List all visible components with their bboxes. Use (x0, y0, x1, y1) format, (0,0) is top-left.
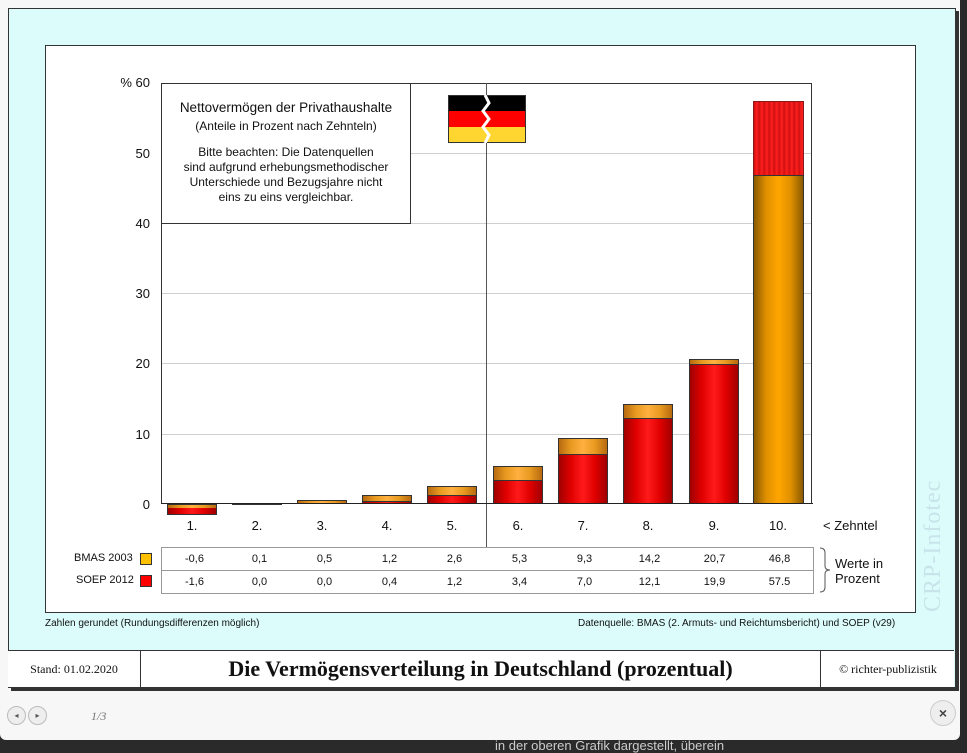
y-tick-30: 30 (135, 286, 150, 301)
x-label: 10. (768, 518, 788, 533)
brace-label: Werte in Prozent (835, 556, 884, 586)
chart-note: Bitte beachten: Die Datenquellen sind au… (183, 145, 389, 204)
footnote-source: Datenquelle: BMAS (2. Armuts- und Reicht… (578, 618, 896, 629)
lightbox: % 60 50 40 30 20 10 0 1. 2. 3. 4. 5. 6. … (0, 0, 960, 740)
close-button[interactable]: × (930, 700, 956, 726)
legend-swatch-bmas (140, 553, 152, 565)
legend-swatch-soep (140, 575, 152, 587)
data-table: -0,6 0,1 0,5 1,2 2,6 5,3 9,3 14,2 20,7 4… (161, 547, 814, 594)
x-axis-title: < Zehntel (823, 518, 878, 533)
german-flag-icon (448, 95, 526, 143)
brace-icon (819, 547, 831, 593)
close-icon: × (938, 705, 948, 721)
stand-date: Stand: 01.02.2020 (8, 651, 141, 687)
next-button[interactable]: ▸ (28, 706, 47, 725)
gridline (162, 223, 812, 224)
chart-title: Nettovermögen der Privathaushalte (179, 100, 393, 115)
y-tick-50: 50 (135, 146, 150, 161)
split-zigzag-icon (481, 95, 491, 143)
footnote-rounding: Zahlen gerundet (Rundungsdifferenzen mög… (45, 618, 260, 629)
x-label: 8. (642, 518, 654, 533)
bar-soep-8 (623, 418, 673, 504)
y-tick-40: 40 (135, 216, 150, 231)
slide-footer: Stand: 01.02.2020 Die Vermögensverteilun… (8, 650, 954, 687)
x-label: 1. (186, 518, 198, 533)
plot-frame-right (811, 83, 812, 504)
x-label: 6. (512, 518, 524, 533)
table-row-soep: -1,6 0,0 0,0 0,4 1,2 3,4 7,0 12,1 19,9 5… (162, 570, 813, 593)
y-tick-10: 10 (135, 427, 150, 442)
prev-button[interactable]: ◂ (7, 706, 26, 725)
bar-soep-6 (493, 480, 543, 504)
x-label: 2. (251, 518, 263, 533)
y-tick-20: 20 (135, 356, 150, 371)
chart-subtitle: (Anteile in Prozent nach Zehnteln) (195, 119, 377, 133)
bar-bmas-1 (167, 504, 217, 508)
x-label: 4. (381, 518, 393, 533)
x-label: 7. (577, 518, 589, 533)
arrow-left-icon: ◂ (14, 711, 19, 720)
watermark: CRP-Infotec (920, 479, 946, 612)
row-label-bmas: BMAS 2003 (74, 552, 133, 564)
row-label-soep: SOEP 2012 (76, 574, 134, 586)
page-counter: 1/3 (91, 709, 107, 723)
gridline (162, 153, 812, 154)
table-row-bmas: -0,6 0,1 0,5 1,2 2,6 5,3 9,3 14,2 20,7 4… (185, 553, 791, 565)
y-tick-60: % 60 (120, 75, 150, 90)
copyright: © richter-publizistik (820, 651, 955, 687)
gridline (162, 293, 812, 294)
y-axis (161, 83, 162, 504)
x-label: 9. (708, 518, 720, 533)
x-label: 3. (316, 518, 328, 533)
y-tick-0: 0 (142, 497, 150, 512)
x-label: 5. (446, 518, 458, 533)
chart-legend-box: Nettovermögen der Privathaushalte (Antei… (161, 83, 411, 224)
gridline (162, 363, 812, 364)
half-divider-line (486, 83, 487, 593)
bar-soep-9 (689, 364, 739, 504)
bar-soep-7 (558, 454, 608, 504)
arrow-right-icon: ▸ (35, 711, 40, 720)
x-axis (161, 503, 813, 504)
slide-title: Die Vermögensverteilung in Deutschland (… (228, 656, 733, 681)
bar-bmas-10 (753, 175, 804, 504)
gridline (162, 434, 812, 435)
